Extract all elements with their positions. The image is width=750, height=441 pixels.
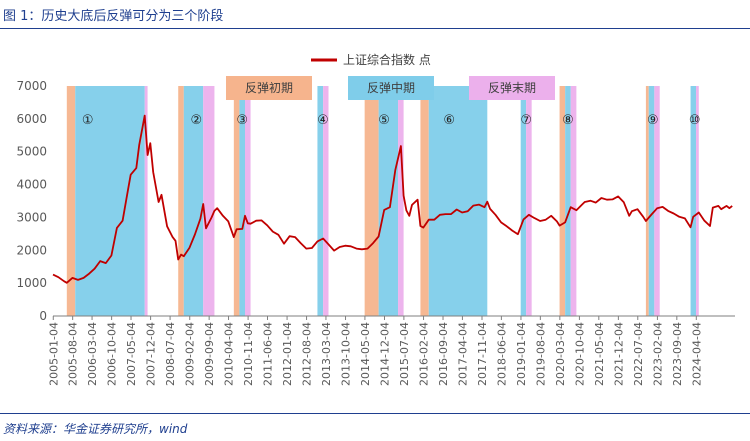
rebound-label-5: ⑤ (378, 113, 390, 128)
figure-title: 图 1：历史大底后反弹可分为三个阶段 (3, 9, 224, 24)
x-tick-label: 2010-04-04 (223, 322, 236, 386)
band-late-3 (244, 86, 251, 316)
y-tick-label: 6000 (16, 112, 47, 126)
x-tick-label: 2019-08-04 (534, 322, 547, 386)
y-tick-label: 4000 (16, 178, 47, 192)
x-tick-label: 2005-01-04 (47, 322, 60, 386)
rebound-label-6: ⑥ (443, 113, 455, 128)
band-early-8 (559, 86, 566, 316)
band-late-10 (696, 86, 699, 316)
x-tick-label: 2023-09-04 (671, 322, 684, 386)
band-early-3 (233, 86, 240, 316)
x-tick-label: 2009-02-04 (184, 322, 197, 386)
x-tick-label: 2005-08-04 (67, 322, 80, 386)
x-tick-label: 2013-10-04 (340, 322, 353, 386)
rebound-label-7: ⑦ (520, 113, 532, 128)
band-late-8 (570, 86, 577, 316)
band-late-9 (654, 86, 660, 316)
band-late-4 (323, 86, 329, 316)
phase-legend-box-1 (226, 76, 312, 100)
band-mid-10 (690, 86, 697, 316)
x-tick-label: 2014-12-04 (378, 322, 391, 386)
phase-legend-box-2 (348, 76, 434, 100)
band-mid-6 (428, 86, 488, 316)
x-tick-label: 2015-07-04 (398, 322, 411, 386)
y-tick-label: 0 (39, 309, 47, 323)
x-tick-label: 2008-07-04 (164, 322, 177, 386)
x-tick-label: 2021-12-04 (612, 322, 625, 386)
x-tick-label: 2018-06-04 (495, 322, 508, 386)
x-tick-label: 2019-01-04 (515, 322, 528, 386)
rebound-label-8: ⑧ (562, 113, 574, 128)
chart: 0 1000 2000 3000 4000 5000 6000 7000 2005-01-04 2… (16, 52, 735, 386)
rebound-label-10: ⑩ (689, 113, 701, 128)
band-mid-7 (520, 86, 527, 316)
band-mid-9 (648, 86, 655, 316)
band-mid-4 (317, 86, 324, 316)
x-tick-label: 2022-07-04 (632, 322, 645, 386)
rebound-label-9: ⑨ (647, 113, 659, 128)
band-late-7 (526, 86, 532, 316)
x-tick-label: 2011-06-04 (261, 322, 274, 386)
rebound-label-1: ① (82, 113, 94, 128)
rebound-label-4: ④ (317, 113, 329, 128)
band-early-6 (420, 86, 429, 316)
x-tick-label: 2012-08-04 (301, 322, 314, 386)
x-tick-label: 2007-12-04 (145, 322, 158, 386)
phase-legend-label-3: 反弹末期 (488, 81, 536, 95)
x-tick-label: 2006-10-04 (106, 322, 119, 386)
band-mid-5 (378, 86, 399, 316)
x-tick-label: 2009-09-04 (203, 322, 216, 386)
phase-bands (66, 86, 699, 316)
y-tick-label: 5000 (16, 145, 47, 159)
rebound-label-3: ③ (236, 113, 248, 128)
x-tick-label: 2017-04-04 (456, 322, 469, 386)
title-rule (0, 28, 750, 29)
series-line-shanghai-composite (52, 114, 733, 284)
y-tick-label: 3000 (16, 210, 47, 224)
band-late-5 (398, 86, 404, 316)
x-tick-label: 2012-01-04 (281, 322, 294, 386)
band-early-2 (178, 86, 184, 316)
y-tick-label: 1000 (16, 276, 47, 290)
band-mid-1 (75, 86, 145, 316)
footer-rule (0, 413, 750, 414)
x-tick-label: 2007-05-04 (125, 322, 138, 386)
x-tick-label: 2014-05-04 (359, 322, 372, 386)
band-mid-3 (239, 86, 245, 316)
x-tick-label: 2023-02-04 (651, 322, 664, 386)
band-mid-2 (183, 86, 204, 316)
band-late-1 (144, 86, 148, 316)
x-tick-label: 2021-05-04 (593, 322, 606, 386)
y-tick-label: 2000 (16, 243, 47, 257)
x-tick-label: 2020-10-04 (573, 322, 586, 386)
x-tick-label: 2006-03-04 (86, 322, 99, 386)
y-tick-label: 7000 (16, 79, 47, 93)
x-tick-label: 2010-11-04 (242, 322, 255, 386)
phase-legend-label-1: 反弹初期 (245, 81, 293, 95)
phase-legend-box-3 (469, 76, 555, 100)
band-early-5 (364, 86, 379, 316)
band-mid-8 (565, 86, 571, 316)
rebound-label-2: ② (191, 113, 203, 128)
x-tick-label: 2016-09-04 (437, 322, 450, 386)
band-early-1 (66, 86, 76, 316)
band-late-2 (203, 86, 215, 316)
phase-legend-label-2: 反弹中期 (367, 80, 415, 95)
x-tick-label: 2016-02-04 (418, 322, 431, 386)
x-tick-label: 2020-03-04 (554, 322, 567, 386)
band-early-9 (645, 86, 649, 316)
x-tick-label: 2013-03-04 (320, 322, 333, 386)
x-tick-label: 2017-11-04 (476, 322, 489, 386)
source-note: 资料来源：华金证券研究所，wind (3, 422, 188, 436)
x-tick-label: 2024-04-04 (690, 322, 703, 386)
legend-label: 上证综合指数 点 (343, 52, 431, 67)
